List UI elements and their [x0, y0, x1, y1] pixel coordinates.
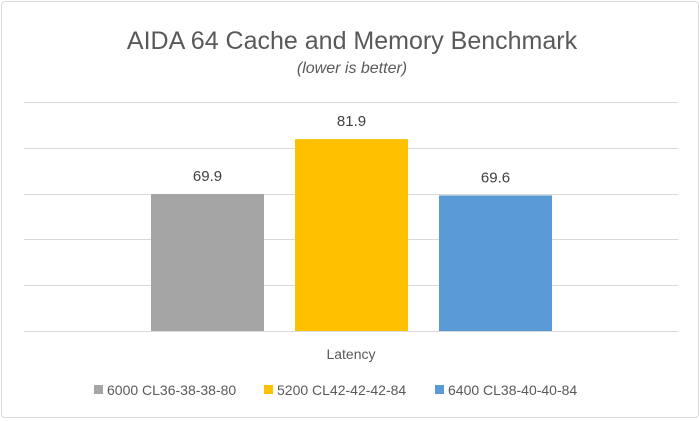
bar-1: [151, 194, 264, 331]
legend-swatch-2: [264, 385, 273, 394]
chart-title: AIDA 64 Cache and Memory Benchmark: [127, 27, 578, 55]
data-labels: 69.9 81.9 69.6: [193, 113, 510, 186]
legend-label-2: 5200 CL42-42-42-84: [277, 382, 406, 398]
legend-swatch-3: [435, 385, 444, 394]
legend-swatch-1: [94, 385, 103, 394]
category-label: Latency: [326, 346, 375, 362]
chart-subtitle: (lower is better): [297, 60, 407, 77]
bars: [151, 139, 552, 331]
data-label-1: 69.9: [193, 168, 222, 185]
bar-3: [439, 195, 552, 331]
data-label-3: 69.6: [481, 169, 510, 186]
legend-label-3: 6400 CL38-40-40-84: [448, 382, 577, 398]
legend: 6000 CL36-38-38-80 5200 CL42-42-42-84 6400…: [94, 382, 577, 398]
legend-label-1: 6000 CL36-38-38-80: [107, 382, 236, 398]
bar-2: [295, 139, 408, 331]
data-label-2: 81.9: [337, 113, 366, 130]
